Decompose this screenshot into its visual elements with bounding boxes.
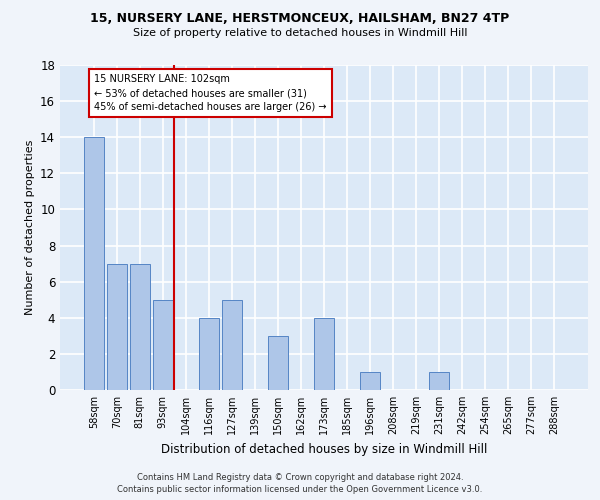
Text: 15, NURSERY LANE, HERSTMONCEUX, HAILSHAM, BN27 4TP: 15, NURSERY LANE, HERSTMONCEUX, HAILSHAM… [91, 12, 509, 26]
Bar [222, 300, 242, 390]
Bar [268, 336, 288, 390]
Bar [84, 137, 104, 390]
Bar [360, 372, 380, 390]
X-axis label: Distribution of detached houses by size in Windmill Hill: Distribution of detached houses by size … [161, 442, 487, 456]
Bar [314, 318, 334, 390]
Bar [199, 318, 218, 390]
Text: Contains HM Land Registry data © Crown copyright and database right 2024.: Contains HM Land Registry data © Crown c… [137, 472, 463, 482]
Bar [107, 264, 127, 390]
Text: Size of property relative to detached houses in Windmill Hill: Size of property relative to detached ho… [133, 28, 467, 38]
Text: Contains public sector information licensed under the Open Government Licence v3: Contains public sector information licen… [118, 485, 482, 494]
Bar [130, 264, 149, 390]
Bar [430, 372, 449, 390]
Bar [153, 300, 173, 390]
Y-axis label: Number of detached properties: Number of detached properties [25, 140, 35, 315]
Text: 15 NURSERY LANE: 102sqm
← 53% of detached houses are smaller (31)
45% of semi-de: 15 NURSERY LANE: 102sqm ← 53% of detache… [94, 74, 327, 112]
